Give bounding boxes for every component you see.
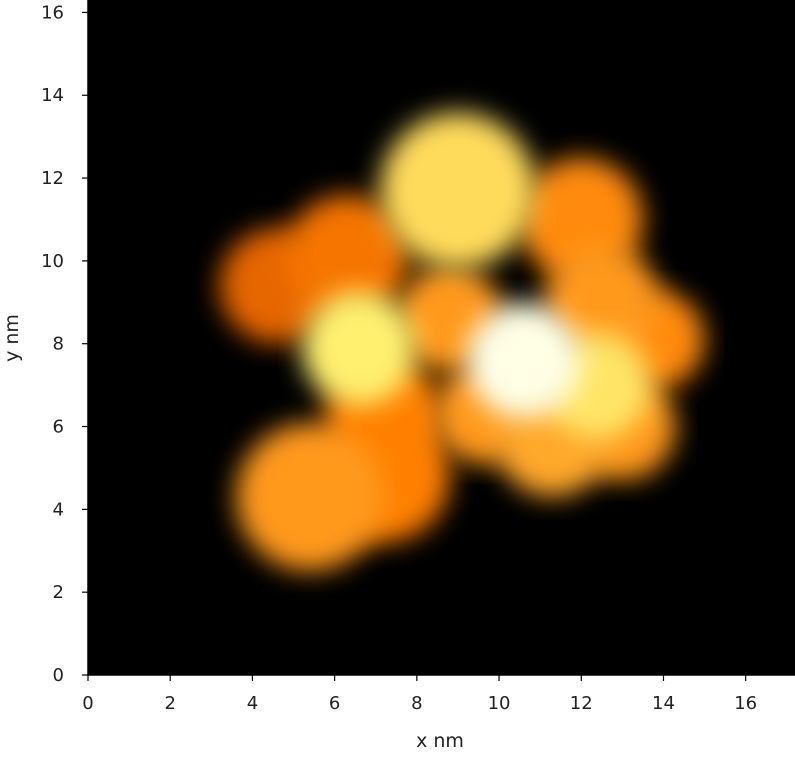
height-blob: [285, 195, 409, 319]
x-tick-label: 6: [329, 693, 340, 714]
height-blob: [301, 290, 417, 406]
y-tick-label: 0: [53, 665, 64, 686]
y-tick-label: 8: [53, 334, 64, 355]
x-tick-label: 16: [734, 693, 757, 714]
y-tick-label: 4: [53, 499, 64, 520]
y-tick-label: 6: [53, 417, 64, 438]
y-tick-label: 14: [41, 85, 64, 106]
x-tick-label: 12: [570, 693, 593, 714]
x-tick-label: 2: [164, 693, 175, 714]
y-tick-label: 16: [41, 2, 64, 23]
y-axis-label: y nm: [1, 314, 23, 362]
x-tick-label: 4: [247, 693, 258, 714]
height-blob: [466, 302, 582, 418]
y-tick-label: 10: [41, 251, 64, 272]
axes: 0 2 4 6 8 10 12 14 16 0 2 4 6 8 10 12 14 16: [41, 0, 795, 714]
height-blob: [236, 422, 384, 571]
x-tick-label: 8: [411, 693, 422, 714]
height-blob: [379, 112, 536, 269]
x-axis-label: x nm: [416, 730, 464, 752]
x-tick-label: 10: [488, 693, 511, 714]
x-tick-label: 14: [652, 693, 675, 714]
height-map-layer: [219, 112, 705, 571]
y-tick-label: 2: [53, 582, 64, 603]
y-tick-label: 12: [41, 168, 64, 189]
x-tick-label: 0: [82, 693, 93, 714]
